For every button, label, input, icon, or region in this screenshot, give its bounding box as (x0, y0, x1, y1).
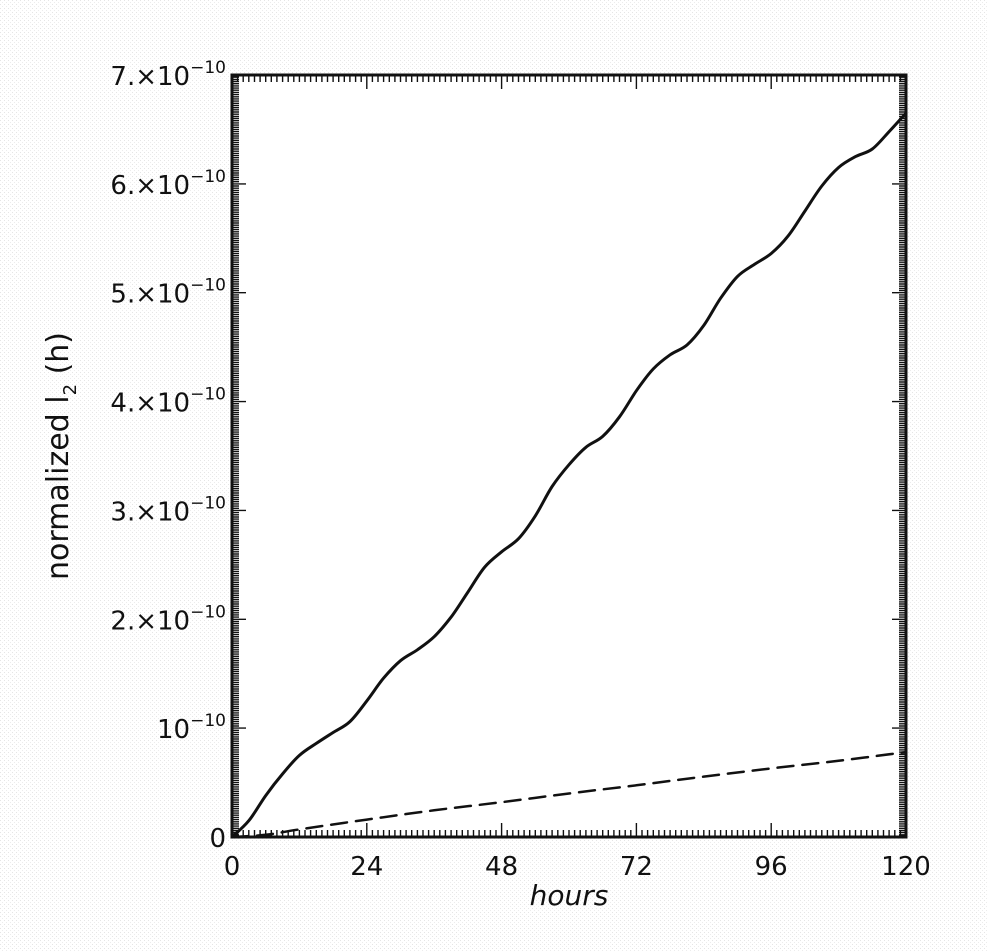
plot-frame (230, 73, 908, 839)
series-solid-line (230, 111, 908, 839)
x-axis-label: hours (530, 879, 609, 912)
y-axis-label-subscript: 2 (60, 384, 81, 395)
x-tick-label: 24 (350, 852, 383, 882)
series-dashed-line (230, 750, 908, 839)
y-axis-label: normalized l2 (h) (41, 332, 81, 580)
y-axis-label-main: normalized l (41, 395, 76, 580)
y-tick-label: 10−10 (157, 711, 226, 745)
x-tick-label: 72 (620, 852, 653, 882)
y-tick-label: 5.×10−10 (110, 276, 226, 310)
y-tick-label: 7.×10−10 (110, 58, 226, 92)
y-tick-label: 0 (209, 824, 226, 854)
x-tick-label: 120 (881, 852, 931, 882)
y-tick-label: 4.×10−10 (110, 385, 226, 419)
x-tick-label: 0 (224, 852, 241, 882)
y-axis-label-suffix: (h) (41, 332, 76, 384)
x-tick-labels: 0 24 48 72 96 120 (224, 852, 931, 882)
y-tick-label: 3.×10−10 (110, 493, 226, 527)
x-tick-label: 48 (485, 852, 518, 882)
y-tick-label: 2.×10−10 (110, 602, 226, 636)
x-tick-label: 96 (755, 852, 788, 882)
y-tick-label: 6.×10−10 (110, 167, 226, 201)
plot-area (232, 75, 906, 837)
series-layer (230, 111, 908, 839)
y-tick-labels: 0 10−10 2.×10−10 3.×10−10 4.×10−10 5.×10−10 6.… (110, 58, 226, 854)
